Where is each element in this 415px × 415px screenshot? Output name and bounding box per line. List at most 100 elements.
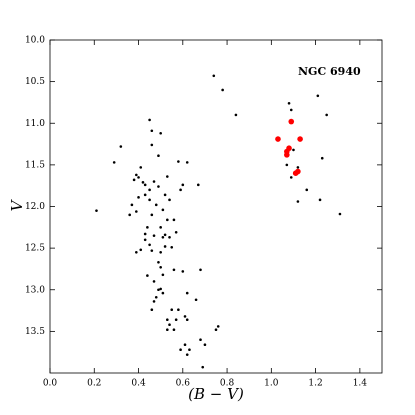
point: [161, 291, 165, 295]
point: [297, 136, 303, 142]
point: [179, 188, 182, 192]
point: [159, 287, 162, 291]
point: [288, 118, 295, 125]
point: [172, 218, 176, 222]
point: [185, 318, 189, 322]
point: [174, 231, 178, 234]
point: [150, 308, 154, 312]
point: [296, 166, 300, 169]
point: [143, 183, 147, 187]
point: [234, 113, 238, 117]
x-tick-label: 0.6: [176, 379, 191, 389]
point: [287, 101, 291, 105]
point: [305, 188, 309, 192]
point: [166, 218, 169, 222]
point: [119, 145, 123, 148]
point: [152, 300, 156, 303]
point: [159, 250, 162, 254]
point: [166, 175, 169, 178]
point: [132, 178, 136, 182]
point: [185, 291, 189, 295]
point: [137, 176, 140, 179]
y-tick-label: 11.0: [25, 119, 45, 129]
point: [199, 268, 202, 272]
y-tick-label: 10.5: [25, 77, 45, 87]
point: [284, 148, 290, 155]
point: [194, 298, 198, 302]
point: [130, 203, 134, 207]
point: [212, 74, 216, 78]
point: [170, 245, 174, 249]
point: [148, 188, 151, 192]
point: [152, 180, 156, 183]
point: [143, 232, 147, 236]
point: [285, 163, 289, 167]
point: [128, 213, 131, 217]
point: [152, 234, 156, 237]
point: [296, 200, 300, 203]
point: [214, 328, 218, 332]
point: [161, 236, 165, 239]
point: [150, 249, 154, 252]
x-tick-label: 1.4: [353, 379, 368, 389]
point: [154, 295, 158, 299]
point: [183, 315, 187, 318]
point: [172, 268, 176, 272]
x-tick-label: 0.0: [43, 379, 58, 389]
point: [168, 323, 171, 327]
point: [320, 156, 324, 160]
plot-frame: [49, 39, 383, 374]
point: [292, 170, 299, 176]
point: [163, 193, 167, 197]
annotation: NGC 6940: [298, 65, 361, 78]
point: [159, 131, 162, 135]
point: [161, 208, 165, 212]
x-tick-label: 0.4: [131, 379, 146, 389]
point: [161, 273, 165, 277]
point: [172, 328, 176, 332]
point: [318, 198, 322, 202]
point: [143, 193, 147, 197]
point: [199, 338, 202, 342]
point: [157, 260, 160, 264]
point: [139, 166, 143, 169]
y-tick-label: 13.5: [25, 327, 45, 337]
point: [163, 245, 167, 248]
y-tick-label: 12.0: [25, 202, 45, 212]
point: [183, 343, 187, 346]
point: [181, 270, 185, 273]
point: [177, 308, 180, 312]
y-tick-label: 13.0: [25, 285, 45, 295]
point: [168, 198, 171, 202]
point: [177, 160, 180, 163]
point: [201, 365, 205, 369]
y-tick-label: 12.5: [25, 244, 45, 254]
x-tick-label: 0.8: [220, 379, 235, 389]
point: [163, 233, 167, 237]
y-tick-label: 10.0: [25, 36, 45, 46]
point: [135, 210, 138, 213]
point: [148, 118, 151, 122]
point: [146, 274, 149, 277]
point: [135, 250, 138, 254]
point: [148, 198, 151, 202]
point: [157, 288, 160, 292]
point: [316, 94, 320, 98]
x-axis-label: (B − V): [188, 385, 244, 403]
point: [168, 236, 171, 239]
point: [141, 181, 145, 184]
point: [325, 113, 328, 117]
point: [137, 196, 140, 199]
point: [166, 328, 169, 332]
point: [159, 226, 162, 229]
point: [148, 243, 151, 247]
point: [159, 265, 162, 269]
point: [181, 183, 185, 187]
point: [95, 209, 98, 212]
x-tick-label: 1.2: [308, 379, 322, 389]
point: [139, 248, 143, 252]
point: [166, 318, 169, 322]
point: [203, 343, 207, 346]
point: [135, 173, 138, 177]
